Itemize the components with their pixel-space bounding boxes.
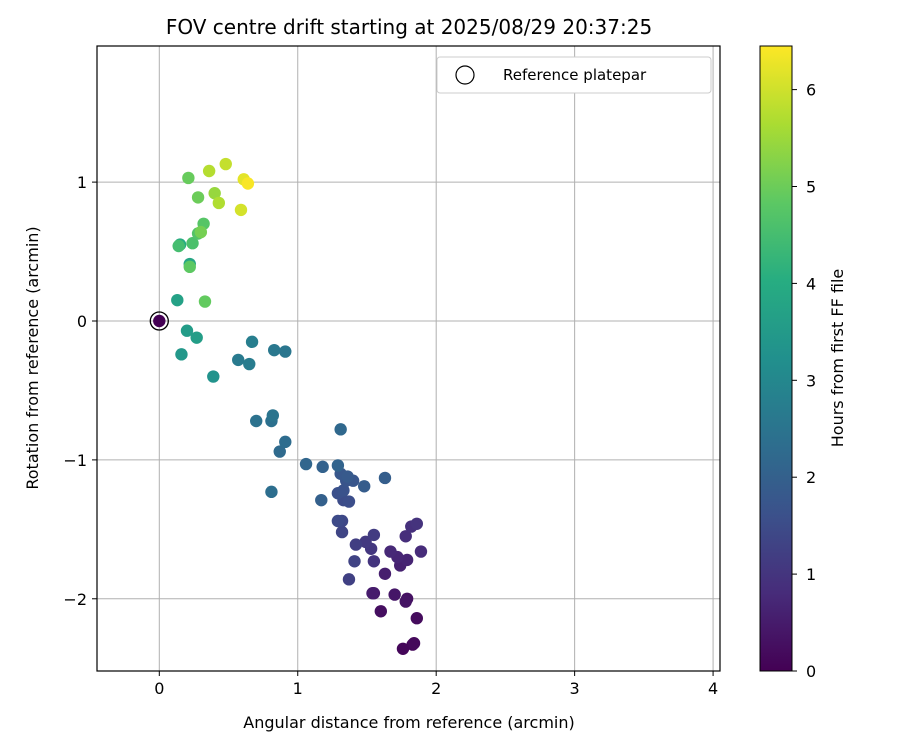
data-point [279, 345, 292, 358]
y-tick-label: −2 [63, 590, 87, 609]
data-point [359, 535, 372, 549]
colorbar-label: Hours from first FF file [828, 269, 847, 448]
data-point [335, 525, 349, 539]
data-point [337, 484, 350, 497]
colorbar: 0 1 2 3 4 5 6 Hours from first FF file [759, 45, 847, 681]
data-point [212, 196, 226, 210]
data-point [342, 495, 356, 508]
data-point [374, 605, 388, 618]
x-axis-ticks: 0 1 2 3 4 [154, 671, 718, 698]
data-point [171, 293, 184, 307]
data-point [153, 314, 166, 328]
data-point [410, 517, 424, 530]
y-tick-label: −1 [63, 451, 87, 470]
colorbar-tick-label: 5 [806, 178, 816, 197]
colorbar-tick-label: 1 [806, 565, 816, 584]
data-point [388, 588, 401, 601]
data-point [414, 545, 428, 558]
data-point [207, 370, 220, 383]
colorbar-tick-label: 6 [806, 81, 816, 100]
data-point [265, 485, 278, 499]
data-point [341, 470, 354, 483]
x-tick-label: 2 [431, 679, 441, 698]
colorbar-ticks: 0 1 2 3 4 5 6 [792, 81, 816, 681]
data-point [342, 573, 356, 586]
data-point [410, 612, 424, 625]
data-point [331, 459, 345, 472]
data-point [399, 530, 412, 543]
colorbar-tick-label: 2 [806, 468, 816, 487]
data-point [172, 239, 185, 253]
data-point [186, 237, 199, 250]
data-point [396, 642, 410, 655]
y-axis-label: Rotation from reference (arcmin) [23, 226, 42, 489]
data-point [190, 331, 203, 344]
x-tick-label: 0 [154, 679, 164, 698]
colorbar-tick-label: 4 [806, 274, 816, 293]
y-tick-label: 1 [77, 173, 87, 192]
data-point [208, 187, 221, 200]
data-point [400, 553, 414, 567]
data-point [399, 595, 412, 608]
x-tick-label: 4 [708, 679, 718, 698]
reference-platepar-marker [149, 311, 169, 331]
data-point [266, 409, 280, 422]
data-point [175, 348, 188, 361]
data-point [367, 528, 381, 542]
data-points [149, 157, 428, 655]
colorbar-tick-label: 3 [806, 371, 816, 390]
y-tick-label: 0 [77, 312, 87, 331]
colorbar-tick-label: 0 [806, 662, 816, 681]
data-point [243, 357, 256, 371]
data-point [180, 324, 194, 337]
x-tick-label: 1 [293, 679, 303, 698]
data-point [250, 414, 263, 428]
data-point [331, 514, 345, 528]
chart-title: FOV centre drift starting at 2025/08/29 … [166, 15, 652, 39]
data-point [191, 191, 205, 204]
data-point [219, 157, 232, 171]
data-point [366, 587, 379, 600]
data-point [299, 457, 313, 471]
data-point [378, 567, 392, 580]
legend-label: Reference platepar [503, 66, 647, 84]
data-point [194, 225, 208, 239]
data-point [334, 423, 347, 436]
data-point [234, 203, 248, 217]
legend-marker [455, 65, 475, 85]
legend: Reference platepar [436, 56, 712, 94]
data-point [202, 164, 216, 178]
data-point [182, 171, 195, 185]
data-point [279, 435, 292, 449]
data-point [198, 295, 212, 308]
x-tick-label: 3 [570, 679, 580, 698]
data-point [241, 177, 255, 190]
colorbar-gradient [759, 45, 793, 672]
data-point [316, 460, 329, 474]
data-point [273, 445, 286, 458]
data-point [378, 471, 392, 485]
y-axis-ticks: −2 −1 0 1 [63, 173, 97, 609]
plot-frame [96, 45, 721, 672]
plot-area [97, 46, 720, 671]
data-point [349, 538, 363, 551]
data-point [245, 335, 259, 349]
data-point [268, 343, 281, 357]
data-point [384, 545, 397, 558]
legend-box [436, 56, 712, 94]
data-point [367, 555, 381, 568]
data-point [183, 260, 196, 274]
data-point [348, 555, 361, 568]
data-point [407, 637, 421, 650]
data-point [357, 480, 371, 493]
data-point [232, 353, 245, 367]
x-axis-label: Angular distance from reference (arcmin) [243, 713, 574, 732]
data-point [315, 493, 328, 507]
